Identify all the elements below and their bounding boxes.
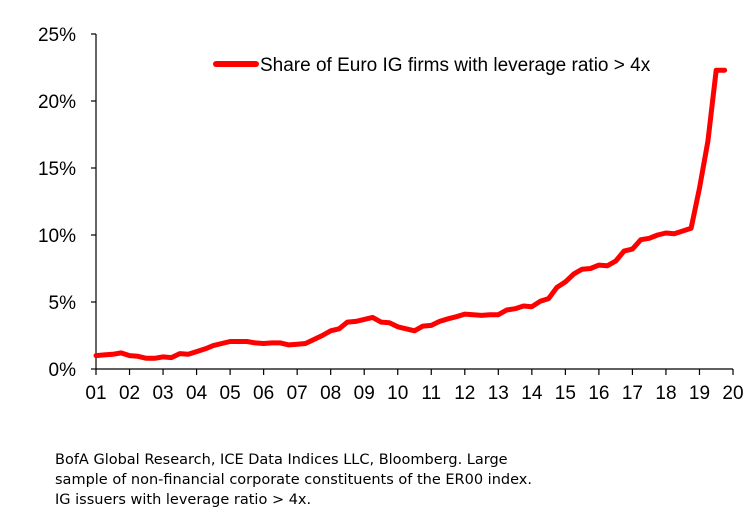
- x-tick-label: 20: [722, 383, 743, 404]
- x-tick-label: 11: [421, 383, 441, 404]
- x-tick-label: 02: [119, 383, 140, 404]
- x-tick-label: 06: [253, 383, 274, 404]
- series-line-0: [93, 67, 728, 361]
- x-tick-label: 10: [387, 383, 408, 404]
- x-tick-label: 13: [488, 383, 509, 404]
- x-tick-label: 18: [655, 383, 676, 404]
- y-tick-label: 15%: [38, 159, 76, 180]
- x-tick-label: 03: [152, 383, 173, 404]
- x-tick-label: 04: [186, 383, 208, 404]
- source-note-line-2: sample of non-financial corporate consti…: [55, 472, 532, 488]
- x-tick-label: 09: [354, 383, 375, 404]
- x-tick-label: 05: [220, 383, 241, 404]
- x-tick-label: 16: [588, 383, 609, 404]
- legend: Share of Euro IG firms with leverage rat…: [213, 55, 651, 76]
- x-tick-label: 01: [85, 383, 106, 404]
- source-note-line-3: IG issuers with leverage ratio > 4x.: [55, 492, 312, 508]
- x-tick-label: 07: [287, 383, 308, 404]
- y-tick-label: 25%: [38, 25, 76, 46]
- y-tick-label: 5%: [49, 293, 77, 314]
- line-chart: 0% 5% 10% 15% 20% 25% 01 02 03 04 05 06 07 08 09 10 11 1…: [38, 25, 744, 404]
- x-tick-label: 12: [454, 383, 475, 404]
- y-tick-label: 0%: [49, 360, 77, 381]
- x-tick-label: 19: [689, 383, 710, 404]
- y-axis: 0% 5% 10% 15% 20% 25%: [38, 25, 97, 381]
- x-tick-label: 17: [622, 383, 643, 404]
- x-tick-label: 14: [521, 383, 543, 404]
- source-note-line-1: BofA Global Research, ICE Data Indices L…: [55, 452, 508, 468]
- x-tick-label: 15: [555, 383, 576, 404]
- x-axis: 01 02 03 04 05 06 07 08 09 10 11 12 13 14 15 16 17 18 19 20: [85, 368, 744, 404]
- legend-label: Share of Euro IG firms with leverage rat…: [260, 55, 651, 76]
- x-tick-label: 08: [320, 383, 341, 404]
- series-layer: [93, 67, 728, 361]
- y-tick-label: 10%: [38, 226, 76, 247]
- y-tick-label: 20%: [38, 92, 76, 113]
- source-note: BofA Global Research, ICE Data Indices L…: [55, 450, 655, 510]
